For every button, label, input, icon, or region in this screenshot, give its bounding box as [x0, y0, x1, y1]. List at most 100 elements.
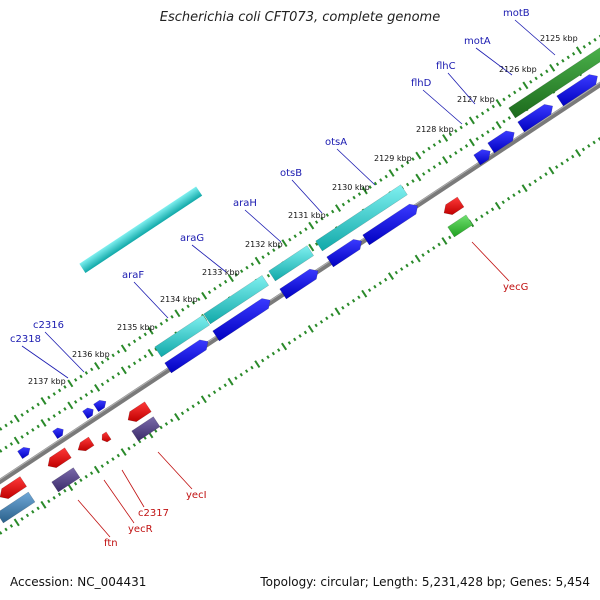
outer-tick — [218, 283, 222, 288]
outer-tick — [52, 392, 56, 396]
inner-tick — [308, 243, 315, 252]
kbp-label: 2128 kbp — [416, 125, 454, 134]
outer-tick — [138, 336, 142, 340]
outer-tick — [293, 234, 297, 238]
gene-label-c2317: c2317 — [138, 508, 169, 519]
inner-tick — [100, 382, 105, 387]
leader-motB — [514, 19, 556, 56]
lower-tick — [52, 495, 56, 500]
outer-tick — [518, 87, 522, 91]
outer-tick — [186, 304, 190, 309]
outer-tick — [405, 160, 410, 165]
lower-tick — [485, 211, 489, 215]
gene-yecI-red — [127, 401, 152, 422]
map-title: Escherichia coli CFT073, complete genome — [159, 10, 441, 25]
inner-tick — [411, 179, 415, 183]
inner-tick — [120, 366, 127, 375]
lower-tick — [521, 184, 528, 193]
kbp-label: 2127 kbp — [457, 95, 495, 104]
outer-tick — [459, 125, 463, 130]
lower-tick — [40, 500, 47, 509]
leader-yecI — [157, 451, 193, 490]
lower-tick — [346, 302, 350, 307]
lower-tick — [287, 341, 292, 345]
lower-tick — [544, 172, 548, 176]
leader-yecR — [103, 479, 135, 524]
outer-tick — [325, 213, 329, 217]
inner-tick — [13, 436, 20, 445]
lower-tick — [200, 395, 207, 404]
lower-tick — [432, 246, 436, 250]
outer-tick — [191, 300, 196, 305]
inner-tick — [507, 116, 512, 120]
inner-tick — [147, 348, 154, 357]
gene-label-otsA: otsA — [325, 137, 347, 148]
outer-tick — [448, 132, 453, 137]
lower-tick — [100, 464, 104, 468]
outer-tick — [57, 388, 62, 393]
lower-tick — [560, 161, 564, 166]
lower-tick — [533, 179, 537, 183]
lower-tick — [517, 189, 521, 194]
gene-otsB-blue — [326, 239, 362, 268]
inner-tick — [502, 119, 506, 124]
lower-tick — [405, 263, 409, 268]
lower-tick — [79, 478, 83, 482]
outer-tick — [438, 139, 442, 144]
lower-tick-rail — [0, 137, 600, 535]
lower-tick — [351, 298, 356, 303]
outer-tick — [442, 134, 449, 142]
outer-tick — [239, 269, 244, 274]
gene-label-flhC: flhC — [436, 61, 456, 72]
gene-label-yecR: yecR — [128, 524, 153, 535]
leader-c2318 — [21, 345, 69, 379]
lower-tick — [400, 267, 404, 271]
lower-tick — [93, 465, 100, 474]
lower-tick — [170, 418, 174, 423]
lower-tick — [383, 277, 388, 282]
gene-red-edge — [0, 476, 28, 499]
gene-flhD-blue — [473, 149, 491, 166]
lower-tick — [394, 270, 398, 275]
gene-small-2 — [52, 427, 64, 440]
gene-araF-blue — [164, 339, 209, 374]
kbp-label: 2126 kbp — [499, 65, 537, 74]
lower-tick — [116, 453, 120, 458]
lower-tick — [325, 316, 329, 321]
outer-tick — [427, 146, 431, 151]
outer-tick — [40, 397, 47, 405]
lower-tick — [330, 313, 334, 317]
outer-tick — [94, 361, 101, 370]
inner-tick — [442, 156, 449, 164]
lower-tick — [227, 377, 234, 386]
outer-tick — [582, 45, 586, 49]
gene-flhC-blue — [487, 130, 515, 154]
outer-tick — [304, 227, 308, 231]
outer-tick — [67, 379, 74, 388]
outer-tick — [475, 115, 479, 119]
inner-tick — [415, 173, 422, 182]
outer-tick — [79, 374, 83, 379]
inner-tick — [475, 137, 479, 141]
leader-flhD — [422, 89, 463, 125]
outer-tick — [154, 325, 158, 330]
gene-araG-blue — [212, 298, 271, 342]
outer-tick — [272, 248, 276, 252]
gene-yecG-lime — [447, 214, 474, 238]
outer-tick — [9, 420, 14, 424]
gene-label-motA: motA — [464, 36, 491, 47]
lower-tick — [143, 436, 147, 440]
inner-tick — [127, 365, 131, 369]
lower-tick — [4, 527, 8, 532]
inner-tick — [480, 133, 485, 138]
lower-tick — [319, 320, 324, 324]
inner-tick — [459, 147, 463, 152]
lower-tick — [539, 175, 543, 180]
inner-tick — [36, 424, 40, 429]
lower-tick — [448, 235, 452, 240]
gene-label-araF: araF — [122, 270, 144, 281]
outer-tick — [84, 371, 89, 375]
lower-tick — [441, 237, 448, 245]
lower-tick — [314, 323, 318, 328]
outer-tick — [213, 286, 217, 291]
